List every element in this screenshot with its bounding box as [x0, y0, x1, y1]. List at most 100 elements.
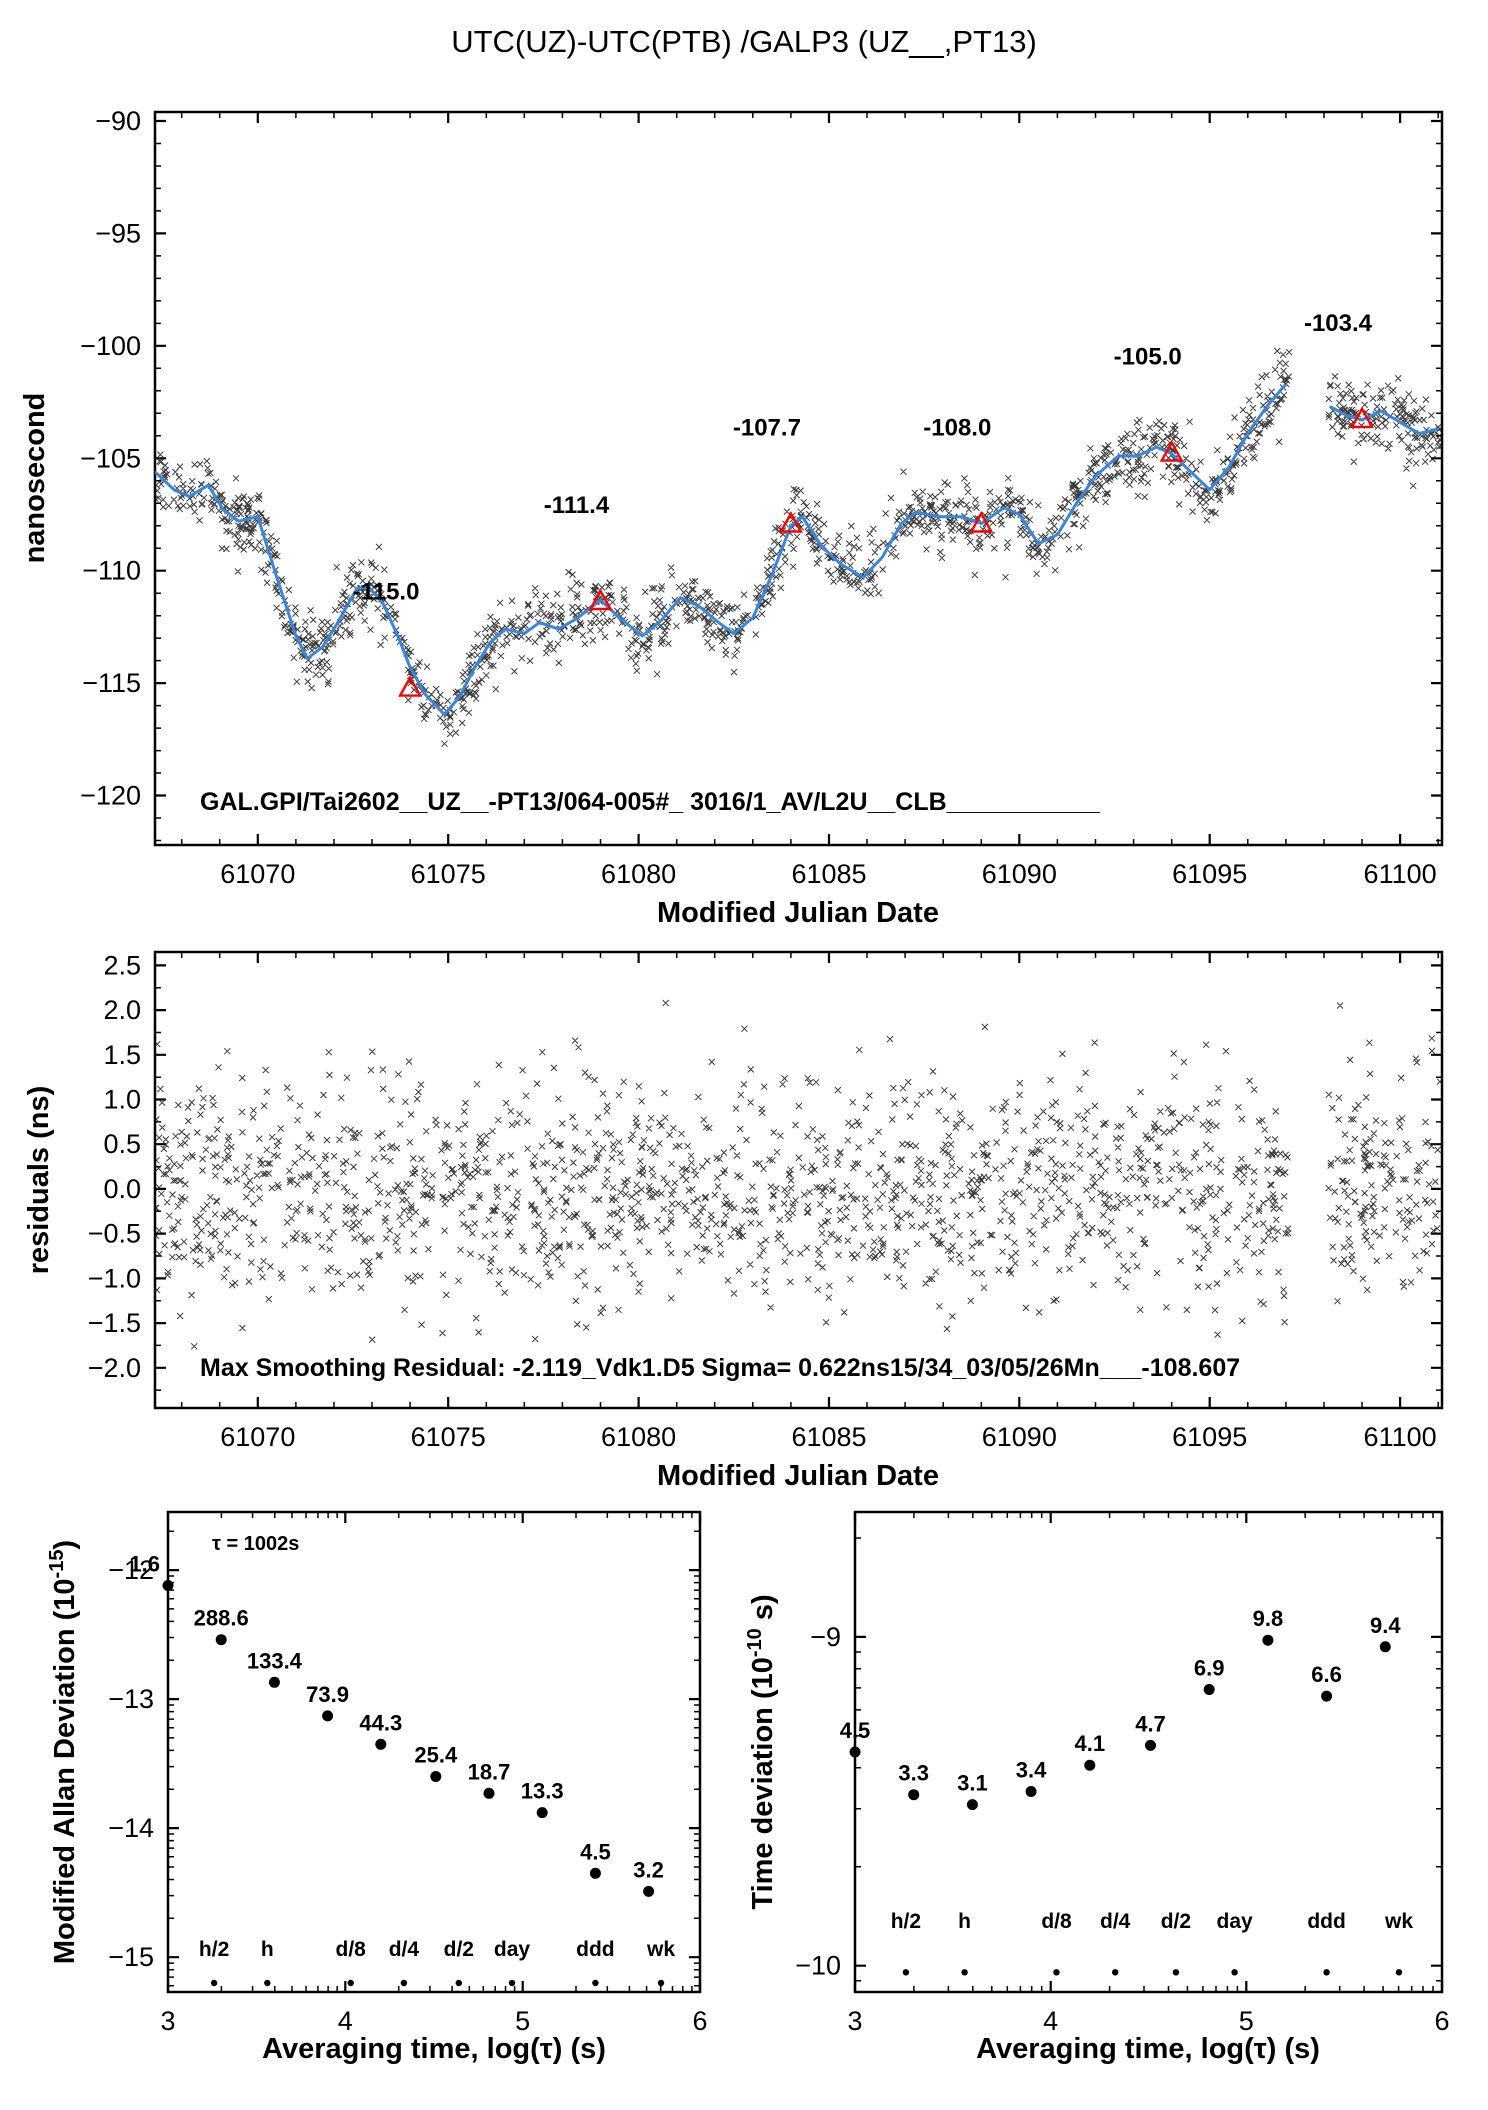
tdev-point-label: 9.8 [1253, 1606, 1284, 1631]
tdev-tau-dot [1172, 1969, 1180, 1976]
mdev-tau-dot [210, 1979, 218, 1987]
tdev-point-label: 4.1 [1075, 1731, 1106, 1756]
phase-scatter-points [155, 347, 1442, 748]
tdev-point [1203, 1684, 1215, 1695]
residuals-y-axis-label: residuals (ns) [23, 1086, 55, 1275]
residuals-x-tick-label: 61095 [1172, 1422, 1247, 1452]
tdev-tau-dot [1053, 1969, 1060, 1976]
tdev-x-axis-label: Averaging time, log(τ) (s) [976, 2033, 1320, 2065]
phase-y-tick-label: −120 [80, 781, 141, 811]
mdev-tau-label: ddd [576, 1938, 614, 1961]
tdev-x-tick-label: 5 [1239, 2006, 1254, 2036]
tdev-point-label: 9.4 [1370, 1613, 1401, 1638]
mdev-point [322, 1710, 334, 1722]
tdev-tau-label: wk [1384, 1910, 1413, 1933]
phase-smoothed-line [155, 383, 1288, 717]
tdev-point-label: 3.3 [898, 1761, 929, 1786]
mdev-tau-label: wk [646, 1938, 675, 1961]
phase-plot-frame [153, 110, 1444, 847]
tdev-minor-ticks [855, 1512, 1442, 1992]
tdev-tau-dot [1112, 1969, 1119, 1976]
mdev-point-label: 73.9 [306, 1682, 349, 1707]
residuals-x-tick-label: 61100 [1364, 1422, 1437, 1452]
residuals-chart: 61070 61075 61080 61085 61090 61095 61100 2.5 2.… [88, 950, 1444, 1452]
tdev-y-tick-label: −9 [810, 1622, 841, 1652]
phase-x-tick-label: 61070 [220, 859, 295, 889]
tdev-point-label: 3.1 [957, 1771, 988, 1796]
tdev-point [1321, 1690, 1333, 1702]
mdev-tau-dot [347, 1979, 354, 1987]
residuals-y-tick-label: 1.5 [103, 1040, 141, 1070]
residuals-major-ticks [155, 952, 1442, 1408]
tdev-y-tick-label: −10 [795, 1951, 841, 1981]
residuals-y-tick-label: 2.0 [103, 995, 141, 1025]
mdev-tau-label: h [261, 1938, 274, 1961]
mdev-point [430, 1771, 442, 1782]
tdev-tau-label: h [958, 1910, 971, 1933]
residuals-x-axis-label: Modified Julian Date [657, 1460, 939, 1492]
phase-y-tick-label: −100 [80, 331, 141, 361]
mdev-tau-dot [592, 1979, 599, 1987]
residuals-x-tick-label: 61085 [791, 1422, 866, 1452]
daily-value-triangle [1159, 440, 1184, 462]
residuals-y-tick-label: 0.5 [103, 1129, 141, 1159]
tdev-tau-label: ddd [1307, 1910, 1345, 1933]
mdev-tau-dot [657, 1979, 665, 1987]
tdev-plot-frame [853, 1510, 1444, 1994]
mdev-chart: 3 4 5 6 −12 −13 −14 −15 h/2 h d/8 d/4 d/2 day ddd wk 1.6… [108, 1510, 708, 2036]
mdev-tau-label: d/4 [389, 1938, 420, 1961]
residuals-y-tick-label: −2.0 [88, 1353, 141, 1383]
tdev-tau-dot [902, 1969, 910, 1976]
daily-value-label: -111.4 [544, 492, 610, 519]
mdev-plot-frame [166, 1510, 702, 1994]
tdev-x-tick-label: 6 [1434, 2006, 1449, 2036]
mdev-x-tick-label: 4 [338, 2006, 353, 2036]
tdev-point-label: 6.6 [1311, 1662, 1342, 1687]
tdev-tau-dot [1395, 1969, 1403, 1976]
figure-title: UTC(UZ)-UTC(PTB) /GALP3 (UZ__,PT13) [451, 24, 1037, 59]
mdev-point-label: 4.5 [580, 1839, 611, 1864]
tdev-point-label: 6.9 [1194, 1656, 1225, 1681]
mdev-point-label: 133.4 [247, 1648, 303, 1673]
mdev-point [268, 1676, 280, 1688]
residuals-y-tick-label: 2.5 [103, 950, 141, 980]
residuals-x-tick-label: 61070 [220, 1422, 295, 1452]
residuals-scatter-points [155, 999, 1442, 1350]
daily-value-label: -103.4 [1304, 310, 1373, 337]
tdev-point [908, 1789, 920, 1801]
mdev-y-axis-label: Modified Allan Deviation (10-15) [46, 1540, 81, 1964]
tdev-point [849, 1746, 861, 1758]
residuals-annotation: Max Smoothing Residual: -2.119_Vdk1.D5 S… [200, 1354, 1240, 1382]
mdev-y-tick-label: −14 [108, 1813, 154, 1843]
phase-chart: 61070 61075 61080 61085 61090 61095 61100 −90 −9… [80, 106, 1444, 889]
tdev-tau-label: d/8 [1041, 1910, 1072, 1933]
tdev-x-tick-label: 4 [1043, 2006, 1058, 2036]
phase-x-tick-label: 61100 [1364, 859, 1437, 889]
mdev-y-tick-label: −13 [108, 1684, 154, 1714]
tdev-chart: 3 4 5 6 −9 −10 h/2 h d/8 d/4 d/2 day ddd wk 4.5 3.3 3.1 3… [795, 1510, 1450, 2036]
mdev-x-tick-label: 6 [692, 2006, 707, 2036]
tdev-major-ticks [853, 1512, 1444, 1992]
mdev-point [162, 1580, 174, 1591]
daily-value-triangle [778, 511, 803, 533]
mdev-tau-annotation: τ = 1002s [212, 1533, 299, 1555]
mdev-y-tick-label: −15 [108, 1942, 154, 1972]
tdev-point-label: 4.7 [1135, 1711, 1166, 1736]
residuals-plot-frame [153, 950, 1444, 1410]
tdev-point [966, 1799, 978, 1811]
daily-value-triangle [588, 588, 613, 611]
mdev-point-label: 13.3 [521, 1779, 564, 1804]
phase-y-tick-label: −105 [80, 443, 141, 473]
tdev-tau-dot [961, 1969, 968, 1976]
tdev-y-axis-label: Time deviation (10-10 s) [744, 1594, 779, 1909]
mdev-tau-dot [455, 1979, 462, 1987]
tdev-point [1379, 1641, 1391, 1653]
daily-value-label: -115.0 [353, 579, 420, 606]
tdev-tau-dot [1323, 1969, 1330, 1976]
phase-x-axis-label: Modified Julian Date [657, 897, 939, 929]
phase-x-tick-label: 61085 [791, 859, 866, 889]
mdev-tau-label: day [494, 1938, 531, 1961]
tdev-tau-label: d/2 [1161, 1910, 1191, 1933]
